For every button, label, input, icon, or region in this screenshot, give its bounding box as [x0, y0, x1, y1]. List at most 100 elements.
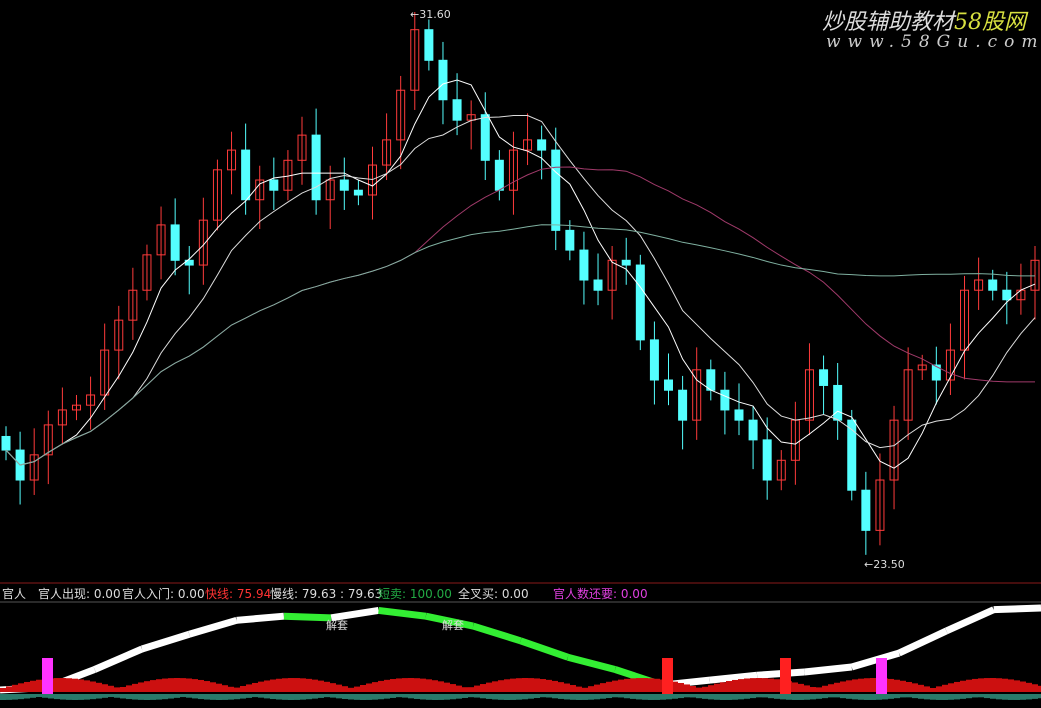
- histogram-bar: [1032, 684, 1038, 692]
- histogram-bar: [288, 678, 294, 692]
- indicator-line-segment: [519, 637, 569, 661]
- histogram-bar: [342, 686, 348, 692]
- histogram-bar-negative: [444, 694, 450, 700]
- histogram-bar: [474, 685, 480, 692]
- indicator-name: 官人: [2, 587, 27, 601]
- histogram-bar: [816, 687, 822, 692]
- candle-up: [142, 254, 152, 291]
- histogram-bar-negative: [618, 694, 624, 698]
- histogram-bar: [516, 678, 522, 692]
- candle-down: [678, 389, 688, 421]
- histogram-bar: [540, 679, 546, 692]
- histogram-bar: [810, 687, 816, 692]
- histogram-bar: [942, 684, 948, 692]
- histogram-bar-negative: [756, 694, 762, 698]
- histogram-bar-negative: [1008, 694, 1014, 700]
- histogram-bar-negative: [78, 694, 84, 700]
- histogram-bar: [270, 679, 276, 692]
- watermark-site: 58股网: [954, 10, 1027, 35]
- histogram-bar-negative: [324, 694, 330, 698]
- histogram-bar: [18, 683, 24, 692]
- histogram-bar-negative: [768, 694, 774, 699]
- histogram-bar: [762, 678, 768, 692]
- histogram-bar: [300, 678, 306, 692]
- histogram-bar-negative: [12, 694, 18, 700]
- histogram-bar-negative: [264, 694, 270, 699]
- histogram-bar-negative: [540, 694, 546, 698]
- histogram-bar-negative: [780, 694, 786, 700]
- histogram-bar: [582, 687, 588, 692]
- candle-up: [71, 404, 81, 411]
- histogram-bar: [498, 680, 504, 692]
- histogram-bar-negative: [510, 694, 516, 700]
- histogram-bar: [78, 679, 84, 692]
- histogram-bar: [594, 684, 600, 692]
- histogram-bar: [834, 682, 840, 692]
- histogram-bar-negative: [840, 694, 846, 699]
- histogram-bar: [90, 681, 96, 692]
- histogram-bar-negative: [288, 694, 294, 700]
- histogram-bar-negative: [198, 694, 204, 700]
- histogram-bar: [906, 681, 912, 692]
- histogram-bar-negative: [300, 694, 306, 700]
- histogram-bar-negative: [336, 694, 342, 699]
- histogram-bar: [924, 686, 930, 692]
- candle-up: [396, 89, 406, 141]
- histogram-bar-negative: [210, 694, 216, 700]
- histogram-bar-negative: [690, 694, 696, 698]
- histogram-bar-negative: [54, 694, 60, 700]
- indicator-line-segment: [236, 612, 285, 624]
- candle-down: [1002, 289, 1012, 301]
- histogram-bar: [954, 681, 960, 692]
- candle-down: [241, 149, 251, 201]
- histogram-bar-negative: [240, 694, 246, 699]
- histogram-bar-negative: [582, 694, 588, 700]
- histogram-bar: [240, 685, 246, 692]
- histogram-bar: [54, 678, 60, 692]
- histogram-bar-negative: [390, 694, 396, 698]
- histogram-bar-negative: [822, 694, 828, 699]
- histogram-bar: [456, 685, 462, 692]
- histogram-bar-negative: [276, 694, 282, 700]
- histogram-bar-negative: [294, 694, 300, 700]
- signal-bar: [780, 658, 791, 694]
- histogram-bar-negative: [552, 694, 558, 699]
- histogram-bar-negative: [684, 694, 690, 698]
- histogram-bar: [600, 683, 606, 692]
- histogram-bar-negative: [816, 694, 822, 699]
- indicator-line-segment: [140, 630, 191, 653]
- high-price-label: ←31.60: [410, 8, 451, 21]
- histogram-bar-negative: [948, 694, 954, 700]
- histogram-bar-negative: [966, 694, 972, 699]
- indicator-line-segment: [330, 607, 380, 622]
- candle-down: [861, 489, 871, 531]
- histogram-bar: [852, 679, 858, 692]
- indicator-line-segment: [897, 627, 948, 657]
- histogram-bar: [30, 680, 36, 692]
- histogram-bar-negative: [1032, 694, 1038, 699]
- histogram-bar: [630, 678, 636, 692]
- histogram-bar-negative: [702, 694, 708, 699]
- histogram-bar: [438, 681, 444, 692]
- histogram-bar-negative: [720, 694, 726, 700]
- histogram-bar: [930, 687, 936, 692]
- histogram-bar-negative: [234, 694, 240, 700]
- histogram-bar-negative: [312, 694, 318, 699]
- candle-down: [621, 259, 631, 266]
- candle-down: [579, 249, 589, 281]
- histogram-bar: [1008, 679, 1014, 692]
- candle-down: [424, 29, 434, 61]
- histogram-bar: [72, 678, 78, 692]
- histogram-bar: [108, 685, 114, 692]
- label-golden-buy: 全叉买: 0.00: [458, 587, 529, 601]
- candle-up: [804, 369, 814, 421]
- watermark-brand: 炒股辅助教材58股网: [822, 4, 1026, 36]
- candle-up: [974, 279, 984, 291]
- histogram-bar: [738, 679, 744, 692]
- histogram-bar-negative: [612, 694, 618, 698]
- candle-up: [156, 224, 166, 256]
- candle-down: [480, 114, 490, 161]
- candle-down: [551, 149, 561, 231]
- histogram-bar-negative: [366, 694, 372, 700]
